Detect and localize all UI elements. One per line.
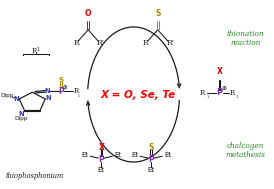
Text: Dipp: Dipp bbox=[15, 116, 28, 121]
Text: Et: Et bbox=[131, 152, 138, 158]
Text: P: P bbox=[98, 155, 104, 164]
Text: N: N bbox=[13, 96, 19, 102]
Text: chalcogen
metathesis: chalcogen metathesis bbox=[226, 142, 266, 159]
Text: $\oplus$: $\oplus$ bbox=[221, 84, 227, 92]
Text: N: N bbox=[45, 88, 50, 94]
Text: O: O bbox=[85, 9, 92, 18]
Text: P: P bbox=[58, 87, 64, 96]
Text: N: N bbox=[45, 95, 51, 101]
Text: S: S bbox=[59, 77, 64, 83]
Text: Et: Et bbox=[148, 167, 155, 174]
Text: $^{1}$: $^{1}$ bbox=[206, 94, 209, 100]
Text: R: R bbox=[74, 87, 79, 95]
Text: R': R' bbox=[167, 39, 175, 47]
Text: $\oplus$: $\oplus$ bbox=[62, 83, 68, 91]
Text: R$^1$: R$^1$ bbox=[31, 46, 41, 57]
Text: R: R bbox=[200, 89, 205, 97]
Text: P: P bbox=[216, 88, 222, 97]
Text: X: X bbox=[98, 143, 104, 152]
Text: Dipp: Dipp bbox=[1, 93, 14, 98]
Text: R: R bbox=[73, 39, 79, 47]
Text: thiophosphonium: thiophosphonium bbox=[5, 172, 64, 180]
Text: Et: Et bbox=[114, 152, 121, 158]
Text: R: R bbox=[143, 39, 149, 47]
Text: Et: Et bbox=[81, 152, 89, 158]
Text: $^{1}$: $^{1}$ bbox=[77, 93, 81, 99]
Text: X: X bbox=[216, 67, 222, 76]
Text: thionation
reaction: thionation reaction bbox=[227, 30, 264, 47]
Text: N: N bbox=[19, 111, 24, 117]
Text: S: S bbox=[155, 9, 161, 18]
Text: Et: Et bbox=[164, 152, 171, 158]
Text: R': R' bbox=[97, 39, 105, 47]
Text: P: P bbox=[148, 155, 154, 164]
Text: X = O, Se, Te: X = O, Se, Te bbox=[101, 90, 176, 99]
Text: S: S bbox=[149, 143, 154, 152]
Text: $^{1}$: $^{1}$ bbox=[235, 94, 239, 100]
Text: R: R bbox=[229, 89, 235, 97]
Text: Et: Et bbox=[98, 167, 105, 174]
